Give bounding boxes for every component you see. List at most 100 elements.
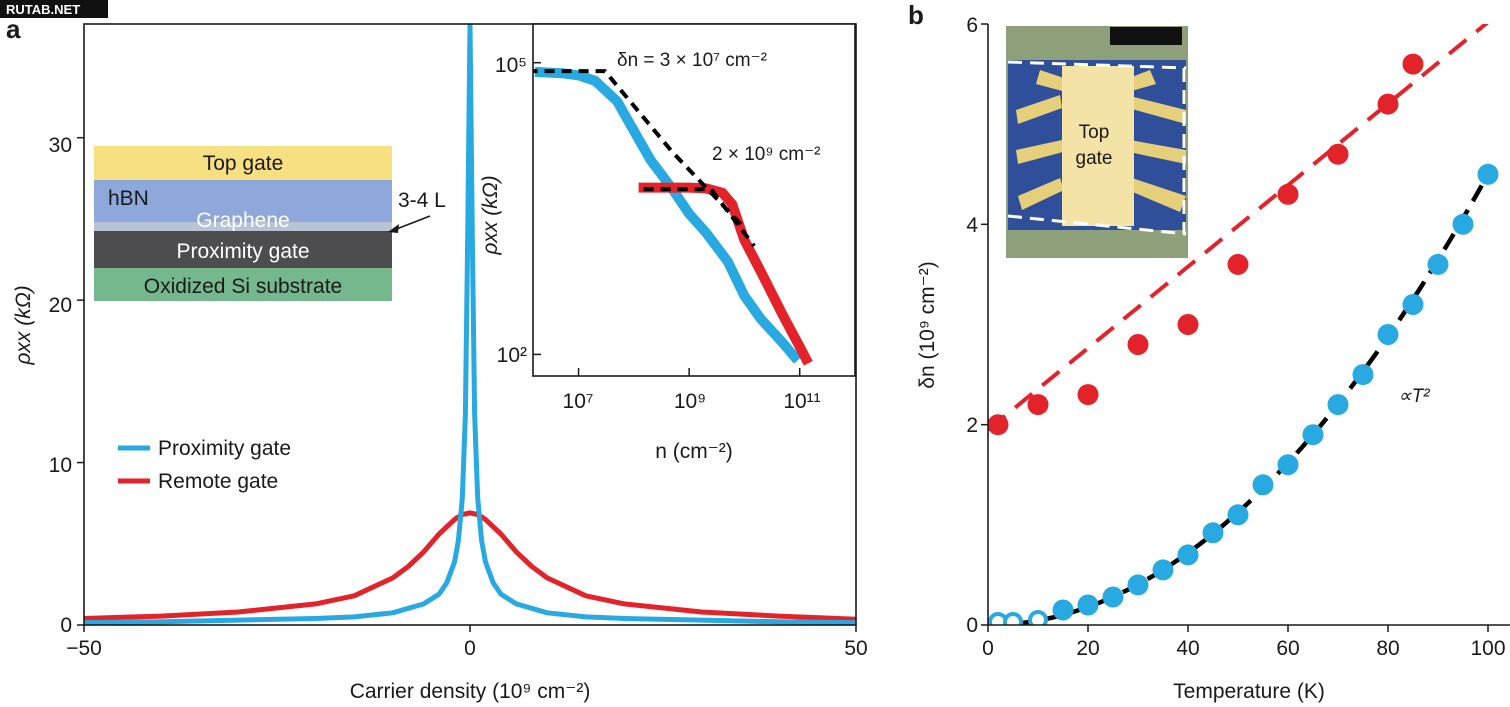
panel-a-ticks xyxy=(77,136,857,632)
panel-b-ytick: 2 xyxy=(966,414,978,437)
micrograph-dash-top xyxy=(1007,60,1187,70)
panel-a-label: a xyxy=(6,14,21,44)
inset-frame xyxy=(532,23,856,377)
data-point-proximity-gate xyxy=(1402,294,1424,315)
layer-proximity-gate-label: Proximity gate xyxy=(176,240,309,263)
stack-callout: 3-4 L xyxy=(398,189,446,212)
data-point-proximity-gate xyxy=(1477,163,1499,185)
layer-substrate xyxy=(94,268,392,301)
panel-b-fit-label: ∝T² xyxy=(1398,386,1430,407)
panel-a: a −50 0 50 0 10 20 30 Carrier density (1… xyxy=(6,14,868,703)
panel-b: b 0 20 40 60 80 100 0 2 4 6 Temperature … xyxy=(908,0,1510,703)
legend-label-remote: Remote gate xyxy=(158,470,278,493)
data-point-proximity-gate xyxy=(1003,612,1023,625)
inset-xtick: 10⁹ xyxy=(674,390,706,413)
data-point-remote-gate xyxy=(1327,143,1349,165)
series-line-proximity-gate xyxy=(84,24,856,625)
watermark-box xyxy=(0,0,108,18)
data-point-proximity-gate xyxy=(1252,474,1274,496)
watermark: RUTAB.NET xyxy=(6,2,80,17)
layer-top-gate-label: Top gate xyxy=(203,152,284,175)
panel-b-xtick: 40 xyxy=(1176,637,1199,660)
data-point-remote-gate xyxy=(1402,53,1424,75)
panel-b-xtick: 0 xyxy=(982,637,994,660)
stack-callout-arrow xyxy=(393,215,431,231)
data-point-remote-gate xyxy=(1177,314,1199,335)
micrograph-scale-bar xyxy=(1110,27,1182,45)
inset: 10⁵ 10² 10⁷ 10⁹ 10¹¹ n (cm⁻²) ρxx (kΩ) δ… xyxy=(479,23,856,463)
series-line-remote-gate xyxy=(84,510,856,622)
panel-b-xlabel: Temperature (K) xyxy=(1173,680,1325,703)
panel-b-ylabel: δn (10⁹ cm⁻²) xyxy=(916,261,939,388)
data-point-remote-gate xyxy=(1227,253,1249,275)
device-stack: Top gate hBN Graphene Proximity gate Oxi… xyxy=(94,146,446,301)
panel-b-xtick: 20 xyxy=(1076,637,1099,660)
data-point-proximity-gate xyxy=(1227,504,1249,526)
micrograph-top-gate xyxy=(1062,66,1134,226)
panel-b-ytick: 6 xyxy=(966,14,978,37)
data-point-proximity-gate xyxy=(1202,522,1224,544)
layer-hbn xyxy=(94,180,392,222)
panel-a-xtick: 0 xyxy=(464,637,476,660)
data-point-remote-gate xyxy=(1277,183,1299,205)
layer-hbn-label: hBN xyxy=(108,187,149,210)
remote-fit-line xyxy=(988,24,1489,432)
micrograph-dash-bottom xyxy=(1007,214,1187,236)
data-point-proximity-gate xyxy=(1127,574,1149,596)
data-point-remote-gate xyxy=(1377,93,1399,115)
data-point-proximity-gate xyxy=(1327,394,1349,416)
panel-a-ytick: 20 xyxy=(49,294,72,317)
panel-a-xtick: 50 xyxy=(844,637,867,660)
micrograph-electrodes xyxy=(1016,70,1186,212)
data-point-remote-gate xyxy=(1027,394,1049,416)
data-point-proximity-gate xyxy=(1377,324,1399,345)
data-point-proximity-gate xyxy=(1302,424,1324,446)
data-point-remote-gate xyxy=(1077,384,1099,406)
inset-xlabel: n (cm⁻²) xyxy=(655,440,733,463)
panel-a-curves xyxy=(84,24,856,625)
data-point-proximity-gate xyxy=(1152,559,1174,581)
panel-a-xlabel: Carrier density (10⁹ cm⁻²) xyxy=(350,680,591,703)
device-micrograph: Top gate xyxy=(1006,26,1188,258)
panel-b-label: b xyxy=(908,0,924,30)
data-point-proximity-gate xyxy=(1102,586,1124,608)
inset-fit-line xyxy=(533,69,746,230)
panel-a-ylabel: ρxx (kΩ) xyxy=(12,285,35,365)
panel-a-ytick: 0 xyxy=(60,614,72,637)
panel-b-xtick: 60 xyxy=(1276,637,1299,660)
inset-ytick: 10² xyxy=(497,344,527,367)
panel-b-ytick: 0 xyxy=(966,614,978,637)
arrowhead-icon xyxy=(388,224,399,233)
data-point-proximity-gate xyxy=(1077,594,1099,616)
data-point-proximity-gate xyxy=(1177,544,1199,566)
data-point-proximity-gate xyxy=(1028,610,1048,625)
inset-curves xyxy=(533,66,813,366)
panel-b-plot xyxy=(988,24,1499,625)
inset-annotation-high: 2 × 10⁹ cm⁻² xyxy=(712,144,820,165)
panel-b-ytick: 4 xyxy=(966,214,978,237)
inset-annotation-low: δn = 3 × 10⁷ cm⁻² xyxy=(617,50,767,71)
panel-a-ytick: 10 xyxy=(49,454,72,477)
inset-ylabel: ρxx (kΩ) xyxy=(479,175,502,255)
panel-a-ytick: 30 xyxy=(49,134,72,157)
legend-label-proximity: Proximity gate xyxy=(158,437,291,460)
inset-xtick: 10¹¹ xyxy=(783,390,820,413)
layer-graphene xyxy=(94,222,392,231)
data-point-remote-gate xyxy=(1127,334,1149,355)
inset-xtick: 10⁷ xyxy=(563,390,594,413)
micrograph-label-line2: gate xyxy=(1076,148,1113,169)
layer-top-gate xyxy=(94,146,392,180)
panel-a-xtick: −50 xyxy=(66,637,102,660)
data-point-proximity-gate xyxy=(1452,213,1474,235)
data-point-remote-gate xyxy=(988,414,1009,436)
panel-b-ticks xyxy=(981,23,1489,632)
inset-fit-line xyxy=(643,187,756,248)
panel-b-xtick: 100 xyxy=(1470,637,1505,660)
micrograph-label-line1: Top xyxy=(1079,122,1110,143)
data-point-proximity-gate xyxy=(1277,454,1299,476)
data-point-proximity-gate xyxy=(1052,599,1074,621)
layer-substrate-label: Oxidized Si substrate xyxy=(144,275,342,298)
data-point-proximity-gate xyxy=(1352,364,1374,386)
data-point-proximity-gate xyxy=(1427,253,1449,275)
